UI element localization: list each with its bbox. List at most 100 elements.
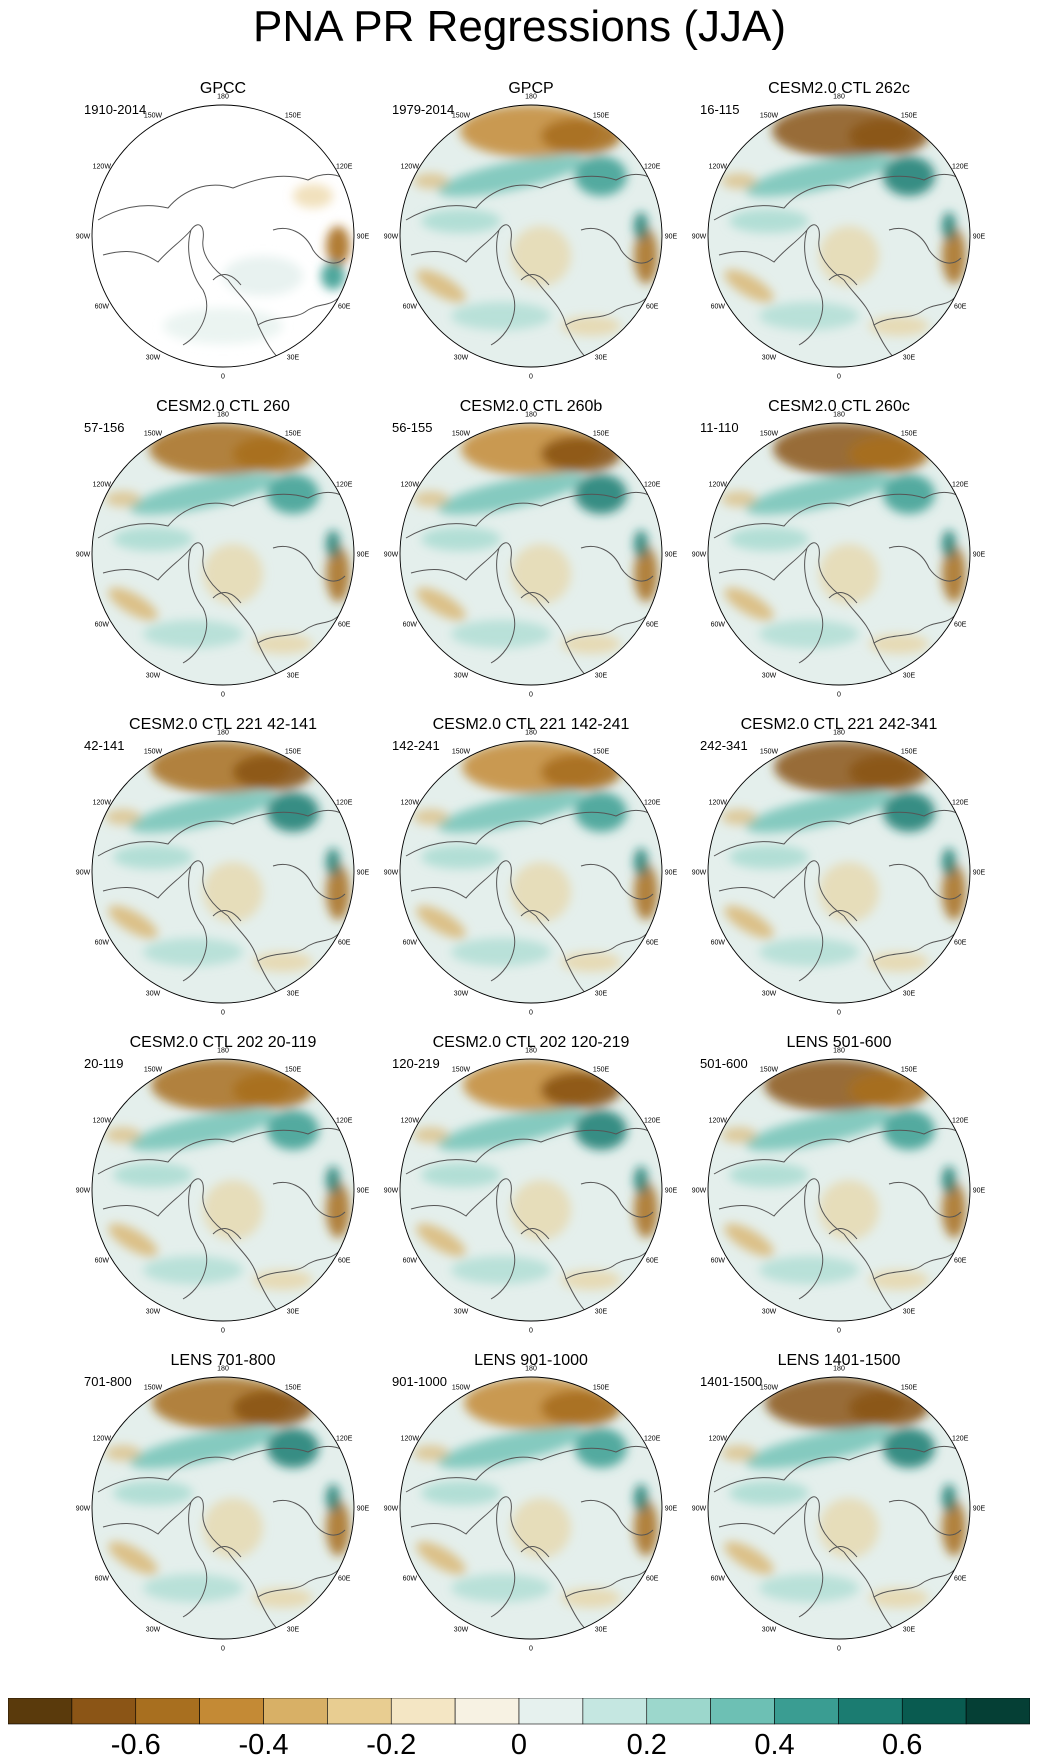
precip-anomaly-patch xyxy=(416,1223,466,1257)
colorbar-tick-label: 0.2 xyxy=(627,1729,667,1756)
longitude-label: 120E xyxy=(336,1436,353,1443)
longitude-label: 60E xyxy=(646,622,659,629)
longitude-label: 120E xyxy=(644,800,661,807)
map-border xyxy=(707,1376,971,1640)
longitude-label: 120W xyxy=(401,1436,420,1443)
precip-anomaly-patch xyxy=(321,262,345,290)
longitude-label: 120E xyxy=(336,800,353,807)
longitude-label: 30E xyxy=(903,991,916,998)
precip-anomaly-patch xyxy=(233,1390,313,1426)
panel-period: 1979-2014 xyxy=(392,102,455,117)
map-border xyxy=(707,422,971,686)
map-border xyxy=(91,740,355,1004)
precip-anomaly-patch xyxy=(541,1072,621,1108)
precip-anomaly-patch xyxy=(721,1445,757,1461)
longitude-label: 0 xyxy=(221,1010,225,1017)
precip-anomaly-patch xyxy=(634,864,658,920)
longitude-label: 90W xyxy=(76,552,91,559)
precip-anomaly-patch xyxy=(108,1223,158,1257)
panel-period: 1910-2014 xyxy=(84,102,147,117)
polar-map: 180 150E 120E 90E 60E 30E 0 30W 60W 90W 120W 150W xyxy=(384,1366,678,1653)
precip-anomaly-patch xyxy=(942,1484,956,1512)
longitude-label: 150E xyxy=(901,430,918,437)
longitude-label: 150E xyxy=(593,748,610,755)
precip-anomaly-patch xyxy=(634,1500,658,1556)
longitude-label: 120W xyxy=(709,1118,728,1125)
map-panel: GPCC 1910-2014 180 150E 120E 90E 60E 30E 0 30W 60W… xyxy=(73,80,373,390)
precip-anomaly-patch xyxy=(421,527,501,551)
colorbar-tick-label: 0.4 xyxy=(754,1729,794,1756)
map-border xyxy=(707,740,971,1004)
longitude-label: 60W xyxy=(95,622,110,629)
panel-title: CESM2.0 CTL 260c xyxy=(768,398,910,415)
precip-anomaly-patch xyxy=(721,491,757,507)
precip-anomaly-patch xyxy=(326,546,350,602)
map-border xyxy=(399,104,663,368)
precip-anomaly-patch xyxy=(634,228,658,284)
coastlines xyxy=(97,1446,346,1635)
longitude-label: 120E xyxy=(644,482,661,489)
longitude-label: 150W xyxy=(144,1066,163,1073)
longitude-label: 150W xyxy=(760,112,779,119)
longitude-label: 90E xyxy=(973,1188,986,1195)
coastlines xyxy=(713,1446,962,1635)
precip-anomaly-patch xyxy=(511,862,571,922)
polar-map: 180 150E 120E 90E 60E 30E 0 30W 60W 90W 120W 150W xyxy=(384,94,678,381)
longitude-label: 120E xyxy=(644,164,661,171)
panel-title: CESM2.0 CTL 262c xyxy=(768,80,910,97)
precip-anomaly-patch xyxy=(105,1445,141,1461)
longitude-label: 90W xyxy=(692,1188,707,1195)
panel-period: 242-341 xyxy=(700,738,748,753)
longitude-label: 150W xyxy=(452,1384,471,1391)
longitude-label: 60W xyxy=(711,622,726,629)
coastlines xyxy=(405,1446,654,1635)
panel-title: CESM2.0 CTL 202 120-219 xyxy=(432,1034,630,1051)
longitude-label: 180 xyxy=(217,1366,229,1373)
precip-anomaly-patch xyxy=(819,1180,879,1240)
coastlines xyxy=(713,174,962,363)
longitude-label: 60E xyxy=(646,940,659,947)
longitude-label: 90E xyxy=(357,1506,370,1513)
longitude-label: 30W xyxy=(146,1309,161,1316)
map-panel: CESM2.0 CTL 202 120-219 120-219 180 150E 120… xyxy=(381,1034,681,1344)
longitude-label: 150E xyxy=(901,112,918,119)
longitude-label: 150E xyxy=(901,1384,918,1391)
longitude-label: 180 xyxy=(525,730,537,737)
precip-anomaly-patch xyxy=(416,1541,466,1575)
coastlines xyxy=(97,810,346,999)
longitude-label: 180 xyxy=(833,730,845,737)
precip-anomaly-patch xyxy=(721,1127,757,1143)
longitude-label: 90W xyxy=(384,1188,399,1195)
precip-anomaly-patch xyxy=(634,212,648,240)
precip-anomaly-patch xyxy=(326,1484,340,1512)
colorbar-swatch xyxy=(71,1698,137,1725)
precip-anomaly-patch xyxy=(883,1110,935,1150)
colorbar-swatch xyxy=(263,1698,328,1725)
precip-anomaly-patch xyxy=(451,302,551,330)
longitude-label: 60W xyxy=(403,622,418,629)
longitude-label: 90E xyxy=(357,1188,370,1195)
longitude-label: 150W xyxy=(144,430,163,437)
map-border xyxy=(399,1376,663,1640)
longitude-label: 150E xyxy=(285,1066,302,1073)
precip-anomaly-patch xyxy=(267,1110,319,1150)
precip-anomaly-patch xyxy=(326,530,340,558)
longitude-label: 60W xyxy=(95,940,110,947)
longitude-label: 60W xyxy=(95,1258,110,1265)
precip-anomaly-patch xyxy=(105,1127,141,1143)
longitude-label: 30E xyxy=(287,1309,300,1316)
longitude-label: 60E xyxy=(338,1576,351,1583)
panel-period: 57-156 xyxy=(84,420,125,435)
precip-anomaly-patch xyxy=(437,155,585,197)
map-border xyxy=(91,1058,355,1322)
longitude-label: 180 xyxy=(525,1048,537,1055)
longitude-label: 30W xyxy=(146,1627,161,1634)
longitude-label: 150W xyxy=(452,112,471,119)
coastlines xyxy=(97,1128,346,1317)
precip-anomaly-patch xyxy=(203,544,263,604)
precip-anomaly-patch xyxy=(575,474,627,514)
panel-period: 901-1000 xyxy=(392,1374,447,1389)
colorbar-tick-label: -0.6 xyxy=(111,1729,161,1756)
longitude-label: 120E xyxy=(644,1436,661,1443)
map-panel: CESM2.0 CTL 262c 16-115 180 150E 120E 90E 60E 3… xyxy=(689,80,989,390)
